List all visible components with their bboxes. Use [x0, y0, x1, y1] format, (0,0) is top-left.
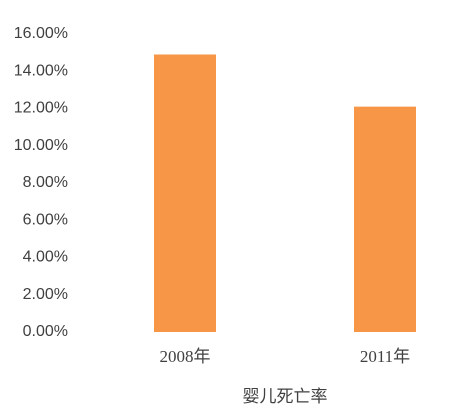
x-tick-label: 2011年	[360, 347, 410, 366]
x-axis-label: 婴儿死亡率	[243, 387, 328, 406]
y-tick-label: 6.00%	[23, 211, 68, 228]
y-tick-label: 8.00%	[23, 174, 68, 191]
x-tick-label: 2008年	[160, 347, 211, 366]
y-tick-label: 4.00%	[23, 249, 68, 266]
y-tick-label: 16.00%	[14, 25, 68, 42]
y-tick-label: 12.00%	[14, 100, 68, 117]
y-tick-label: 0.00%	[23, 323, 68, 340]
y-tick-label: 2.00%	[23, 286, 68, 303]
bar	[154, 54, 216, 333]
bar	[354, 106, 416, 332]
y-tick-label: 14.00%	[14, 62, 68, 79]
y-tick-label: 10.00%	[14, 137, 68, 154]
